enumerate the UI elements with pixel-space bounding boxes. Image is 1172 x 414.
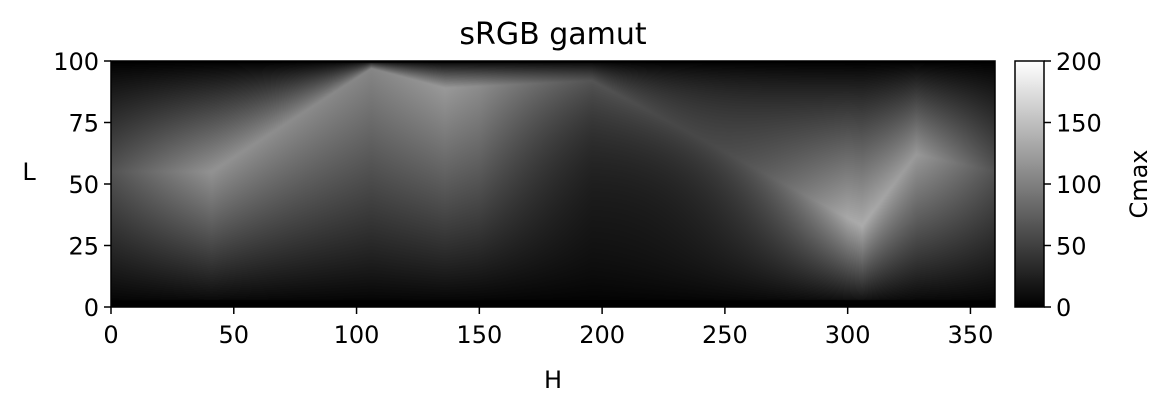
y-tick-label: 0	[84, 294, 99, 322]
x-tick-label: 350	[948, 321, 994, 349]
colorbar-tick-label: 100	[1056, 171, 1102, 199]
x-tick-label: 300	[825, 321, 871, 349]
y-tick-label: 100	[53, 48, 99, 76]
colorbar-tick-label: 50	[1056, 233, 1087, 261]
colorbar: 0 50 100 150 200 Cmax	[1014, 48, 1153, 322]
x-tick-label: 250	[702, 321, 748, 349]
y-axis: 0 25 50 75 100	[53, 48, 111, 322]
y-tick-label: 75	[68, 110, 99, 138]
y-tick-label: 25	[68, 233, 99, 261]
colorbar-label: Cmax	[1125, 149, 1153, 218]
plot-area	[110, 60, 996, 308]
colorbar-gradient	[1014, 60, 1045, 308]
x-tick-label: 100	[334, 321, 380, 349]
x-tick-label: 50	[219, 321, 250, 349]
y-tick-label: 50	[68, 171, 99, 199]
heatmap-image	[111, 61, 995, 307]
x-axis-label: H	[544, 366, 562, 394]
y-axis-label: L	[22, 158, 36, 186]
x-tick-label: 200	[579, 321, 625, 349]
x-tick-label: 150	[456, 321, 502, 349]
colorbar-tick-label: 200	[1056, 48, 1102, 76]
colorbar-axis: 0 50 100 150 200	[1044, 48, 1102, 322]
colorbar-tick-label: 150	[1056, 110, 1102, 138]
colorbar-tick-label: 0	[1056, 294, 1071, 322]
chart-title: sRGB gamut	[459, 17, 647, 52]
x-axis: 0 50 100 150 200 250 300 350	[103, 307, 993, 349]
x-tick-label: 0	[103, 321, 118, 349]
